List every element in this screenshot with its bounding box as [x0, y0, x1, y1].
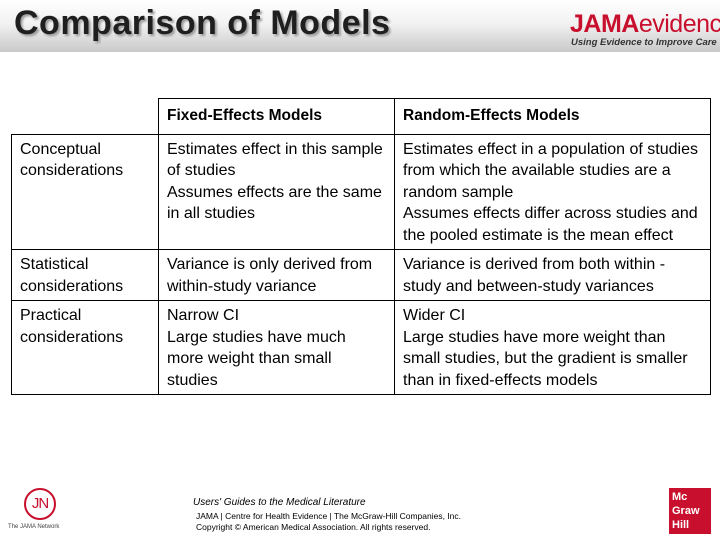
cell-text: Variance is only derived from within-stu… [167, 256, 373, 295]
table-row-practical: Practical considerations Narrow CI Large… [11, 300, 711, 395]
row-label-conceptual: Conceptual considerations [11, 133, 159, 250]
footer-credits: JAMA | Centre for Health Evidence | The … [196, 511, 461, 533]
cell-fixed-conceptual: Estimates effect in this sample of studi… [158, 133, 395, 250]
mcgraw-logo-line: Mc [672, 491, 688, 503]
footer-citation: Users' Guides to the Medical Literature [193, 497, 366, 508]
cell-random-conceptual: Estimates effect in a population of stud… [394, 133, 711, 250]
mcgraw-hill-logo: Mc Graw Hill [669, 488, 711, 534]
row-label-line: Conceptual [20, 140, 101, 158]
cell-text: Estimates effect in a population of stud… [403, 140, 698, 201]
row-label-line: Statistical [20, 256, 89, 273]
comparison-table: Fixed-Effects Models Random-Effects Mode… [11, 98, 711, 395]
row-label-line: considerations [20, 328, 124, 346]
row-label-practical: Practical considerations [11, 300, 159, 395]
cell-text: Wider CI [403, 307, 466, 324]
cell-text: Large studies have much more weight than… [167, 328, 346, 389]
cell-text: Estimates effect in this sample of studi… [167, 140, 383, 180]
cell-text: Narrow CI [167, 307, 240, 324]
jama-network-logo: JN [24, 488, 56, 520]
page-title: Comparison of Models [14, 4, 391, 42]
mcgraw-logo-line: Graw [672, 505, 700, 517]
jama-logo-light: evidence [638, 10, 720, 38]
cell-text: Assumes effects are the same in all stud… [167, 183, 382, 223]
cell-text: Large studies have more weight than smal… [403, 328, 688, 389]
title-bar: Comparison of Models JAMAevidence Using … [0, 0, 720, 52]
footer-credits-line: JAMA | Centre for Health Evidence | The … [196, 511, 462, 521]
jama-network-caption: The JAMA Network [8, 524, 60, 530]
row-label-line: considerations [20, 277, 124, 295]
header-random-effects: Random-Effects Models [394, 98, 711, 135]
footer-copyright-line: Copyright © American Medical Association… [196, 522, 431, 532]
header-fixed-effects: Fixed-Effects Models [158, 98, 395, 135]
table-header-row: Fixed-Effects Models Random-Effects Mode… [11, 98, 711, 135]
mcgraw-logo-line: Hill [672, 519, 690, 531]
table-corner-cell [11, 98, 159, 135]
table-row-statistical: Statistical considerations Variance is o… [11, 249, 711, 301]
jama-logo-bold: JAMA [570, 10, 639, 38]
cell-fixed-practical: Narrow CI Large studies have much more w… [158, 300, 395, 395]
cell-fixed-statistical: Variance is only derived from within-stu… [158, 249, 395, 301]
cell-random-practical: Wider CI Large studies have more weight … [394, 300, 711, 395]
table-row-conceptual: Conceptual considerations Estimates effe… [11, 133, 711, 250]
jama-evidence-logo: JAMAevidence Using Evidence to Improve C… [570, 10, 720, 48]
cell-random-statistical: Variance is derived from both within -st… [394, 249, 711, 301]
jama-logo-tagline: Using Evidence to Improve Care [571, 37, 717, 48]
cell-text: Assumes effects differ across studies an… [403, 205, 698, 244]
cell-text: Variance is derived from both within -st… [403, 256, 666, 295]
row-label-statistical: Statistical considerations [11, 249, 159, 301]
jama-logo-wordmark: JAMAevidence [570, 10, 720, 38]
row-label-line: considerations [20, 162, 124, 179]
row-label-line: Practical [20, 307, 82, 324]
